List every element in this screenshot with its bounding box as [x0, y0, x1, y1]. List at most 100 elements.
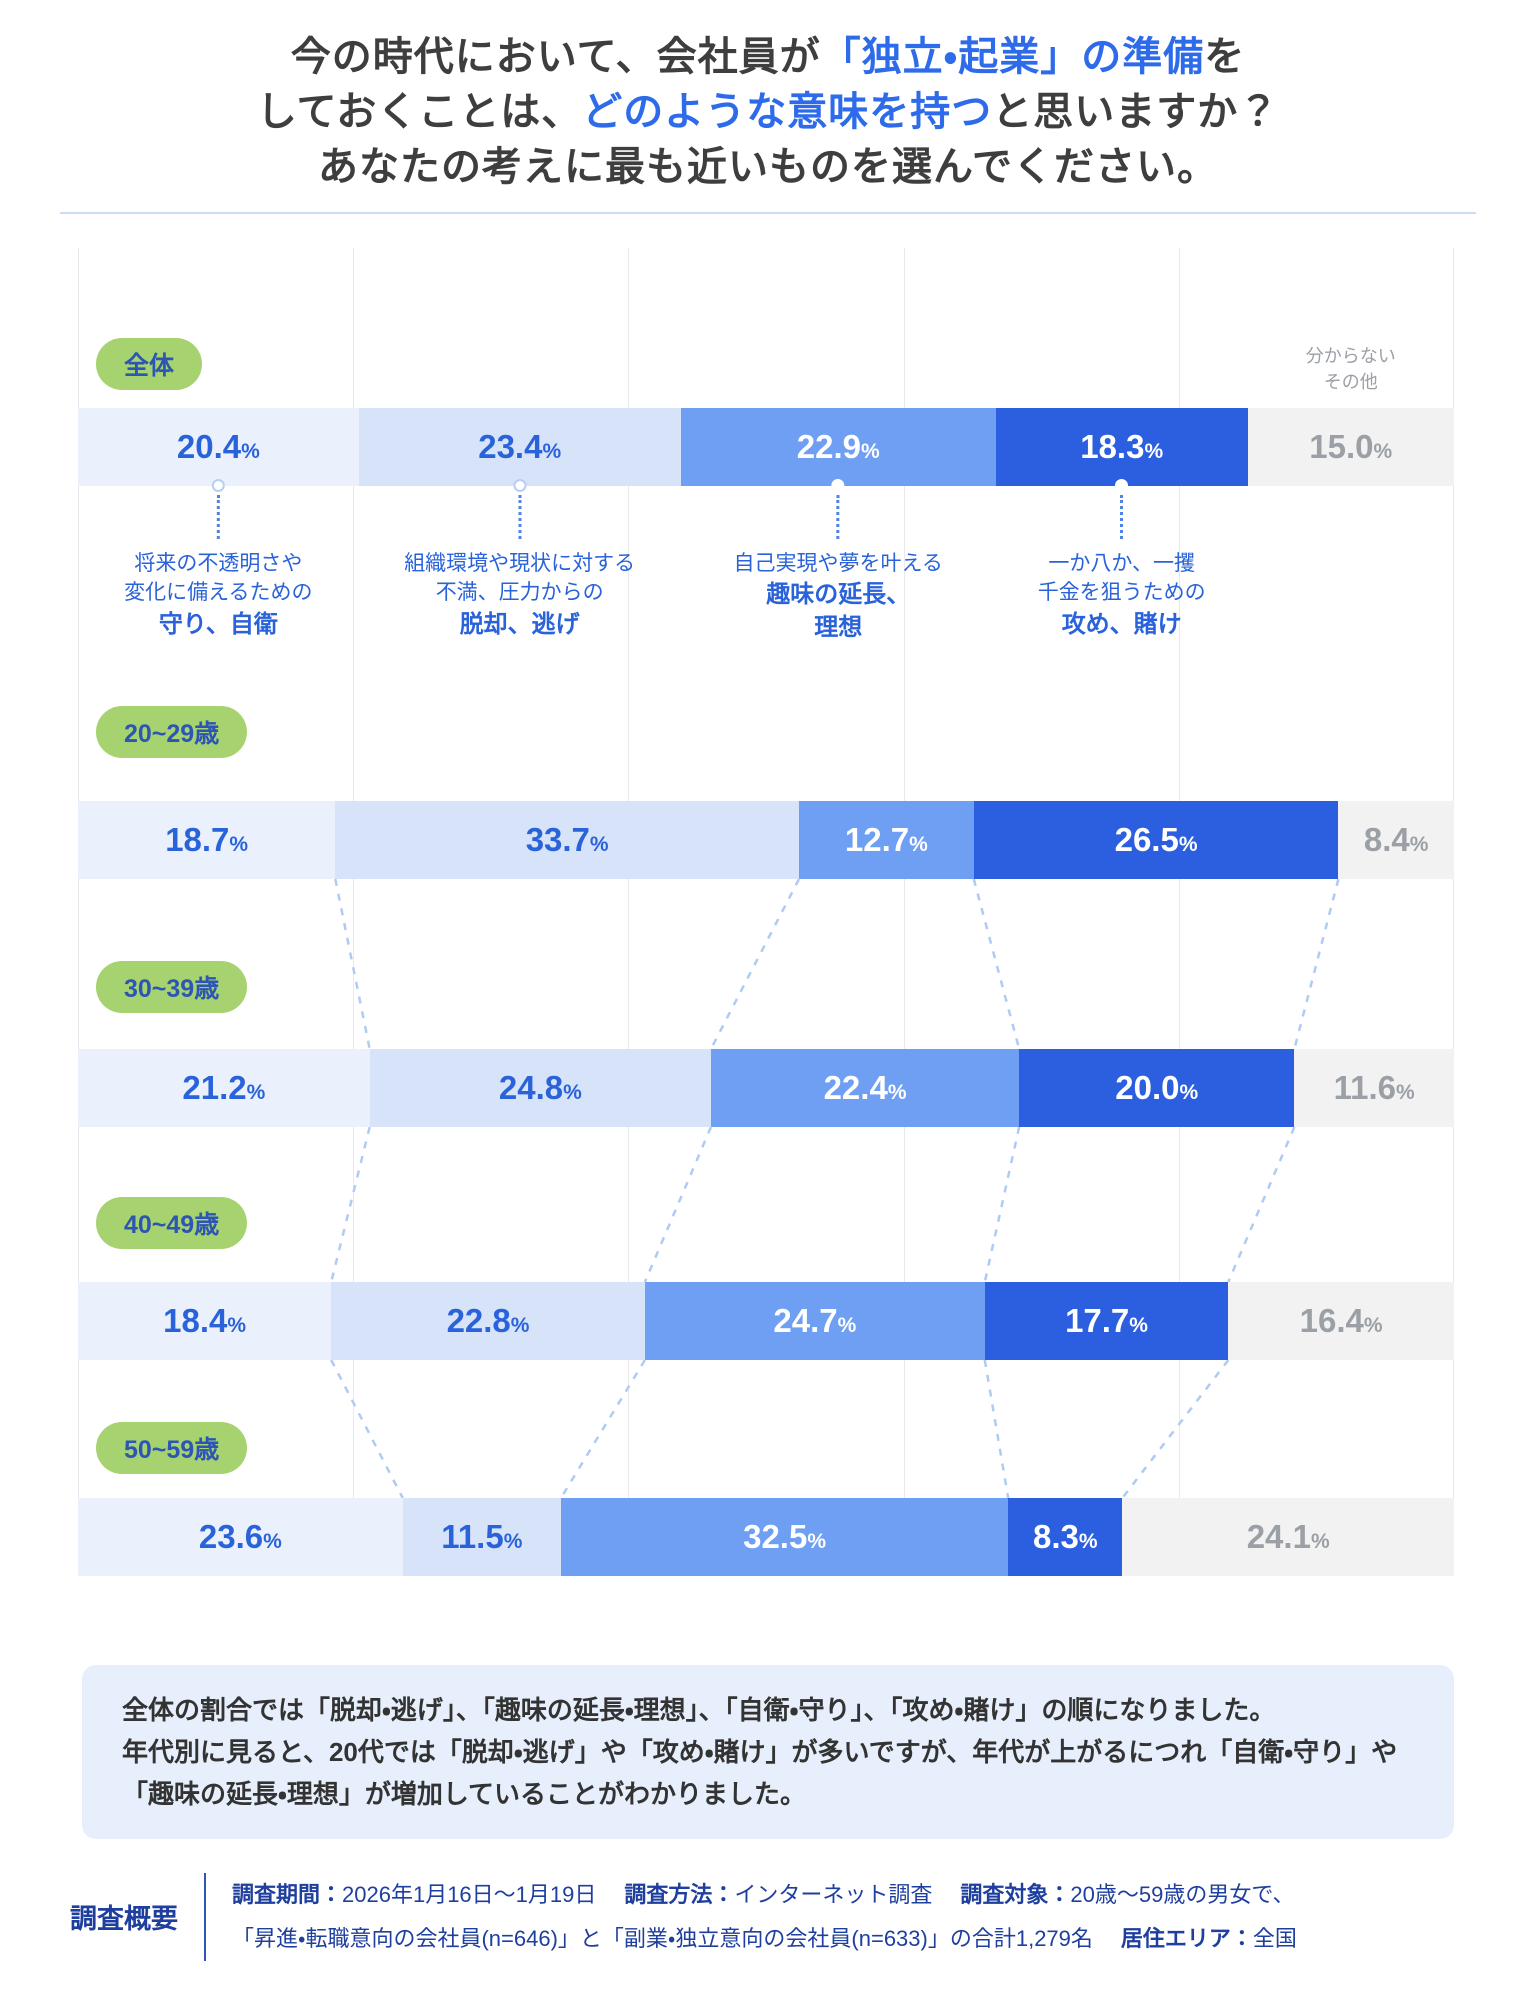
segment-value-number: 23.4 — [478, 427, 543, 465]
age-gap: 40~49歳 — [78, 1126, 1454, 1282]
bar-segment: 23.6% — [78, 1497, 403, 1576]
segment-value-number: 12.7 — [844, 820, 910, 858]
bar-row-全体: 20.4% 23.4% 22.9% 18.3% 15.0% — [78, 407, 1454, 486]
percent-sign: % — [503, 1529, 523, 1553]
segment-value: 22.8% — [447, 1302, 530, 1340]
grid-line — [1453, 247, 1454, 1576]
connector-line — [983, 1359, 1010, 1498]
segment-value: 18.4% — [163, 1302, 246, 1340]
bar-row-30~39歳: 21.2% 24.8% 22.4% 20.0% 11.6% — [78, 1048, 1454, 1127]
segment-value-number: 21.2 — [182, 1068, 247, 1106]
bar-segment: 22.9% — [680, 407, 996, 486]
connector-circle — [1115, 478, 1129, 492]
percent-sign: % — [241, 439, 260, 463]
connector-line — [709, 878, 801, 1049]
segment-value: 16.4% — [1300, 1302, 1383, 1340]
segment-value: 23.6% — [199, 1518, 282, 1556]
grid-line — [353, 247, 355, 1576]
summary-box: 全体の割合では「脱却・逃げ」、「趣味の延長・理想」、「自衛・守り」、「攻め・賭け… — [82, 1664, 1454, 1839]
age-badge: 30~39歳 — [96, 960, 248, 1013]
survey-item: 「昇進・転職意向の会社員(n=646)」と「副業・独立意向の会社員(n=633)… — [232, 1926, 1093, 1951]
bar-segment: 18.4% — [78, 1281, 332, 1360]
bar-segment: 21.2% — [78, 1048, 370, 1127]
connectors-svg — [329, 1126, 1296, 1282]
age-badge: 20~29歳 — [96, 705, 248, 758]
segment-value: 12.7% — [845, 821, 928, 859]
option-label-line: 自己実現や夢を叶える — [733, 551, 943, 575]
segment-value: 20.4% — [177, 428, 260, 466]
option-label: 一か八か、一攫 千金を狙うための 攻め、賭け — [1038, 478, 1206, 642]
percent-sign: % — [1396, 1080, 1415, 1104]
connector-line — [330, 1359, 404, 1498]
segment-value-number: 20.4 — [176, 427, 242, 465]
percent-sign: % — [837, 1313, 857, 1337]
survey-item-value: 全国 — [1252, 1925, 1297, 1951]
connector-line — [329, 1126, 371, 1282]
bar-segment: 24.7% — [644, 1281, 985, 1360]
age-gap: 30~39歳 — [78, 878, 1454, 1049]
survey-item-value: 「昇進・転職意向の会社員(n=646)」と「副業・独立意向の会社員(n=633)… — [232, 1925, 1093, 1951]
percent-sign: % — [1129, 1313, 1148, 1337]
segment-value: 24.7% — [773, 1302, 856, 1340]
bar-segment: 23.4% — [358, 407, 681, 486]
segment-value: 24.1% — [1247, 1518, 1330, 1556]
segment-value: 15.0% — [1309, 428, 1392, 466]
bar-segment: 32.5% — [560, 1497, 1009, 1576]
bar-row-50~59歳: 23.6% 11.5% 32.5% 8.3% 24.1% — [78, 1497, 1454, 1576]
grid-line — [903, 247, 905, 1576]
survey-item: 調査方法：インターネット調査 — [624, 1882, 932, 1907]
segment-value: 18.3% — [1080, 428, 1163, 466]
segment-value-number: 8.4 — [1363, 820, 1410, 858]
bar-segment: 12.7% — [799, 800, 974, 879]
segment-value: 21.2% — [182, 1069, 265, 1107]
bar-segment: 17.7% — [984, 1281, 1229, 1360]
segment-value-number: 18.7 — [165, 820, 230, 858]
title-line-3: あなたの考えに最も近いものを選んでください。 — [318, 145, 1218, 190]
survey-divider — [204, 1872, 206, 1961]
survey-item-label: 調査期間： — [232, 1881, 343, 1907]
bar-segment: 11.6% — [1294, 1048, 1454, 1127]
title-line-1: 今の時代において、会社員が「独立・起業」の準備を — [290, 35, 1246, 79]
option-label-line: 変化に備えるための — [124, 581, 313, 605]
option-label-line: 不満、圧力からの — [435, 581, 604, 605]
percent-sign: % — [860, 439, 880, 463]
age-badge: 50~59歳 — [96, 1421, 248, 1474]
segment-value: 20.0% — [1115, 1069, 1198, 1107]
title-line-2: しておくことは、どのような意味を持つと思いますか？ — [256, 90, 1280, 135]
connector-line — [972, 878, 1021, 1049]
percent-sign: % — [246, 1080, 266, 1104]
bar-segment: 24.1% — [1122, 1497, 1454, 1576]
segment-value-number: 26.5 — [1114, 820, 1179, 858]
connector-line — [334, 878, 371, 1049]
survey-line: 調査期間：2026年1月16日〜1月19日 調査方法：インターネット調査 調査対象：… — [232, 1873, 1325, 1917]
bar-segment: 11.5% — [402, 1497, 561, 1576]
overall-header-row: 全体 分からない その他 — [78, 248, 1454, 408]
segment-value: 8.4% — [1364, 821, 1429, 859]
connector-circle — [831, 478, 845, 492]
bar-segment: 15.0% — [1247, 407, 1454, 486]
option-label-text: 組織環境や現状に対する 不満、圧力からの 脱却、逃げ — [404, 549, 635, 642]
segment-value-number: 11.5 — [441, 1517, 504, 1555]
option-label-line: 一か八か、一攫 — [1048, 551, 1195, 575]
segment-value-number: 18.4 — [163, 1301, 228, 1339]
connector-line — [1227, 1126, 1296, 1282]
option-label-text: 一か八か、一攫 千金を狙うための 攻め、賭け — [1038, 549, 1206, 642]
segment-value: 11.5% — [441, 1518, 522, 1556]
survey-section: 調査概要 調査期間：2026年1月16日〜1月19日 調査方法：インターネット調査… — [60, 1872, 1476, 1961]
summary-line-1: 全体の割合では「脱却・逃げ」、「趣味の延長・理想」、「自衛・守り」、「攻め・賭け… — [122, 1694, 1276, 1725]
segment-value: 22.4% — [824, 1069, 907, 1107]
survey-item-value: インターネット調査 — [734, 1881, 933, 1907]
option-label-line: 将来の不透明さや — [134, 551, 303, 575]
option-label-bold-line: 趣味の延長、 — [766, 581, 911, 609]
chart-gridlines — [78, 247, 1454, 1576]
percent-sign: % — [1363, 1313, 1383, 1337]
dotted-connector-line — [518, 494, 522, 539]
segment-value-number: 32.5 — [743, 1517, 808, 1555]
bar-segment: 33.7% — [335, 800, 799, 879]
page-title: 今の時代において、会社員が「独立・起業」の準備を しておくことは、どのような意味… — [0, 0, 1536, 196]
option-label: 自己実現や夢を叶える 趣味の延長、 理想 — [733, 478, 943, 645]
survey-item: 調査対象：20歳〜59歳の男女で、 — [960, 1882, 1294, 1907]
connector-circle — [513, 478, 527, 492]
segment-value-number: 22.4 — [823, 1068, 888, 1106]
